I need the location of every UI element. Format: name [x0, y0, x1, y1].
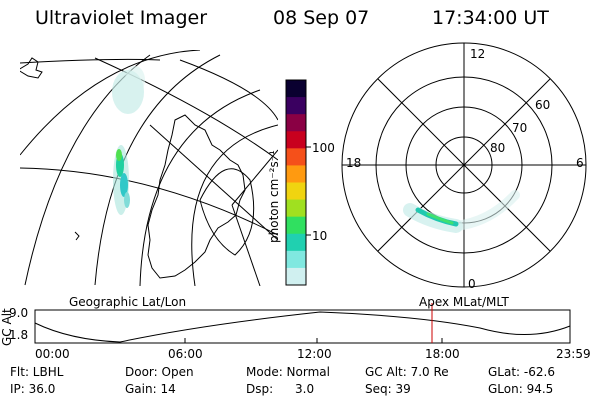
polar-plot-label: Apex MLat/MLT [419, 295, 509, 309]
colorbar-segment [286, 148, 306, 166]
mlt-label-12: 12 [470, 47, 486, 61]
polar-plot [341, 42, 587, 288]
meridian-line [149, 124, 278, 241]
info-door: Door: Open [125, 365, 194, 379]
lat-line [191, 124, 278, 286]
colorbar-frame [285, 79, 307, 286]
aurora-map [112, 66, 145, 215]
pole-ring [199, 168, 255, 256]
info-mode: Mode: Normal [246, 365, 330, 379]
altitude-xtick: 12:00 [297, 347, 332, 361]
polar-diagonal [377, 78, 551, 252]
colorbar-segment [286, 233, 306, 252]
lat-line [94, 54, 221, 286]
colorbar-segment [286, 216, 306, 235]
lat-line [179, 59, 278, 121]
mlt-label-18: 18 [346, 156, 362, 170]
colorbar-tick-label: 10 [312, 229, 328, 243]
date-label: 08 Sep 07 [273, 7, 370, 29]
lat-label-70: 70 [512, 121, 528, 135]
info-seq: Seq: 39 [365, 382, 411, 396]
altitude-ytick: 9.0 [9, 306, 29, 320]
colorbar [286, 80, 306, 286]
colorbar-segment [286, 114, 306, 132]
altitude-xtick: 23:59 [556, 347, 591, 361]
coastline [147, 114, 246, 279]
meridian-line [231, 149, 278, 206]
time-label: 17:34:00 UT [432, 7, 549, 29]
colorbar-unit-label: photon cm⁻²s⁻¹ [267, 150, 281, 243]
colorbar-segment [286, 97, 306, 115]
lat-line [94, 57, 278, 161]
coastline [20, 57, 43, 79]
lat-line [139, 89, 261, 286]
colorbar-segment [286, 131, 306, 149]
colorbar-segment [286, 199, 306, 218]
meridian-line [20, 167, 278, 236]
colorbar-segment [286, 182, 306, 201]
lat-line [20, 50, 201, 156]
info-glon: GLon: 94.5 [488, 382, 554, 396]
colorbar-tick-label: 100 [312, 141, 335, 155]
mlt-label-0: 0 [468, 277, 476, 291]
altitude-plot-frame [34, 309, 571, 344]
colorbar-segment [286, 250, 306, 269]
lat-label-80: 80 [490, 141, 506, 155]
colorbar-segment [286, 267, 306, 286]
colorbar-segment [286, 165, 306, 183]
info-gc-alt: GC Alt: 7.0 Re [365, 365, 449, 379]
altitude-ytick: 1.8 [9, 328, 29, 342]
instrument-title: Ultraviolet Imager [35, 7, 208, 29]
mlt-label-6: 6 [576, 156, 584, 170]
altitude-xtick: 18:00 [425, 347, 460, 361]
info-gain: Gain: 14 [125, 382, 176, 396]
aurora-polar [403, 190, 520, 233]
info-glat: GLat: -62.6 [488, 365, 555, 379]
coastline [74, 231, 80, 241]
info-ip: IP: 36.0 [10, 382, 56, 396]
geo-map-label: Geographic Lat/Lon [69, 295, 187, 309]
info-flt: Flt: LBHL [10, 365, 64, 379]
info-dsp-value: 3.0 [295, 382, 315, 396]
colorbar-segment [286, 80, 306, 98]
info-dsp-label: Dsp: [246, 382, 274, 396]
meridian-line [231, 204, 261, 286]
lat-label-60: 60 [535, 98, 551, 112]
altitude-curve [34, 311, 571, 343]
altitude-xtick: 06:00 [168, 347, 203, 361]
altitude-xtick: 00:00 [35, 347, 70, 361]
